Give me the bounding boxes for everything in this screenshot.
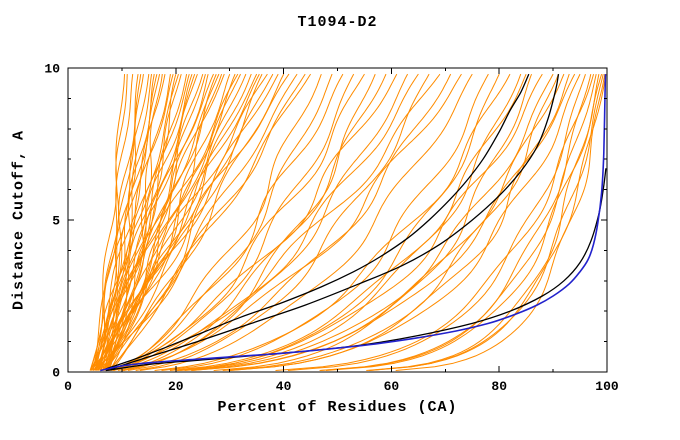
model-curve bbox=[92, 73, 214, 371]
x-tick-label: 100 bbox=[595, 379, 619, 394]
chart-title: T1094-D2 bbox=[297, 14, 378, 31]
model-curve bbox=[184, 73, 554, 371]
model-curve bbox=[103, 73, 258, 371]
model-curve bbox=[287, 73, 586, 371]
model-curve bbox=[191, 73, 576, 371]
model-curve bbox=[97, 73, 268, 371]
model-curve bbox=[112, 73, 419, 371]
model-curve bbox=[89, 73, 225, 371]
model-curve bbox=[161, 73, 489, 371]
model-curve bbox=[122, 73, 409, 371]
model-curve bbox=[95, 73, 220, 371]
model-curve bbox=[135, 73, 430, 371]
model-curve bbox=[95, 73, 290, 371]
best-model-curve bbox=[100, 74, 607, 372]
model-curve bbox=[123, 73, 387, 371]
y-axis-label: Distance Cutoff, A bbox=[10, 129, 28, 311]
model-curve bbox=[104, 73, 298, 371]
model-curve bbox=[228, 73, 581, 371]
model-curve bbox=[113, 73, 365, 371]
model-curve bbox=[102, 73, 398, 371]
model-curve bbox=[106, 73, 441, 371]
model-curve bbox=[92, 73, 306, 371]
axis-ticks: 0 20 40 60 80 100 0 5 10 bbox=[44, 62, 619, 395]
x-tick-label: 20 bbox=[168, 379, 184, 394]
model-curve bbox=[177, 73, 500, 371]
model-curve bbox=[109, 73, 231, 371]
x-tick-label: 40 bbox=[276, 379, 292, 394]
model-ensemble-curves bbox=[89, 73, 607, 371]
model-curve bbox=[154, 73, 511, 371]
y-tick-label: 5 bbox=[52, 214, 60, 229]
model-curve bbox=[100, 73, 239, 371]
model-curve bbox=[368, 74, 607, 371]
model-curve bbox=[90, 73, 260, 371]
model-curve bbox=[180, 73, 522, 371]
x-tick-label: 60 bbox=[384, 379, 400, 394]
model-curve bbox=[105, 73, 190, 371]
model-curve bbox=[275, 73, 594, 371]
reference-curve bbox=[110, 73, 560, 370]
model-curve bbox=[176, 73, 543, 371]
model-curve bbox=[103, 73, 223, 371]
x-axis-label: Percent of Residues (CA) bbox=[217, 399, 458, 416]
model-curve bbox=[123, 73, 376, 371]
y-tick-label: 0 bbox=[52, 366, 60, 381]
model-curve bbox=[93, 73, 279, 371]
x-tick-label: 0 bbox=[64, 379, 72, 394]
model-curve bbox=[127, 73, 452, 371]
model-curve bbox=[320, 73, 597, 371]
model-curve bbox=[109, 73, 322, 371]
model-curve bbox=[101, 73, 274, 371]
model-curve bbox=[96, 73, 252, 371]
model-curve bbox=[90, 73, 198, 371]
x-tick-label: 80 bbox=[491, 379, 507, 394]
best-model-path bbox=[100, 74, 607, 372]
model-curve bbox=[110, 73, 355, 371]
model-curve bbox=[110, 73, 263, 371]
model-curve bbox=[92, 74, 134, 371]
model-curve bbox=[113, 73, 344, 371]
model-curve bbox=[106, 73, 247, 371]
model-curve bbox=[107, 73, 333, 371]
model-curve bbox=[222, 73, 559, 371]
model-curve bbox=[108, 74, 152, 371]
model-curve bbox=[229, 73, 570, 371]
y-tick-label: 10 bbox=[44, 62, 60, 77]
model-curve bbox=[99, 73, 236, 371]
model-curve bbox=[139, 73, 473, 371]
model-curve bbox=[94, 73, 166, 371]
model-curve bbox=[109, 73, 312, 371]
reference-curve bbox=[105, 73, 530, 370]
